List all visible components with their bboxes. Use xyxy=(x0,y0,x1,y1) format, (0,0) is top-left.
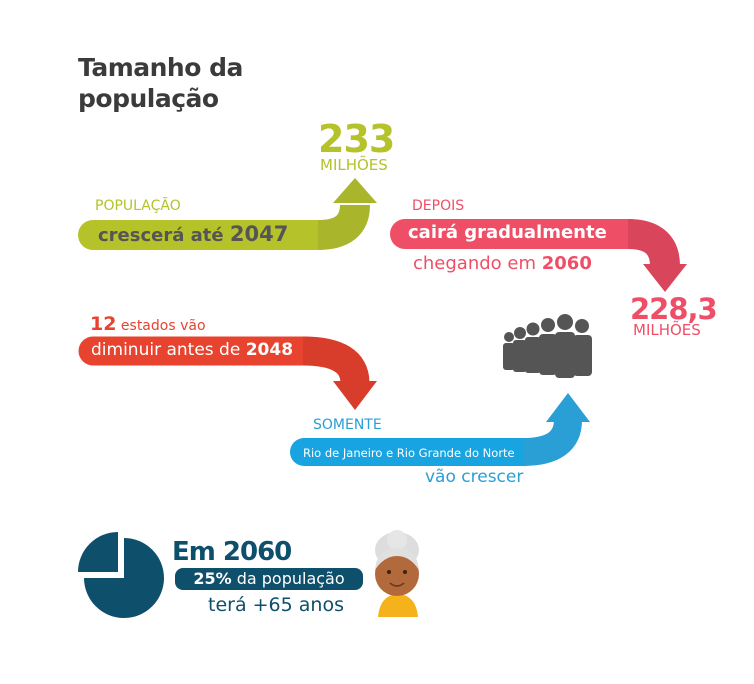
aging-percent-text: da população xyxy=(236,569,345,588)
states-decrease-arrow xyxy=(78,336,377,410)
growth-text: crescerá até 2047 xyxy=(98,224,288,245)
decline-subtext: chegando em 2060 xyxy=(413,255,592,273)
title-line-1: Tamanho da xyxy=(78,53,243,82)
states-grow-subtext: vão crescer xyxy=(425,467,524,487)
decline-year: 2060 xyxy=(541,253,592,274)
states-grow-arrow xyxy=(290,393,590,466)
decline-text: cairá gradualmente xyxy=(408,222,607,243)
page-title: Tamanho da população xyxy=(78,52,243,114)
states-decrease-text: diminuir antes de 2048 xyxy=(91,342,293,359)
final-value: 228,3 xyxy=(630,292,718,326)
growth-label: POPULAÇÃO xyxy=(95,198,181,214)
people-group-icon xyxy=(503,314,592,378)
states-grow-label: SOMENTE xyxy=(313,417,382,433)
peak-value: 233 xyxy=(318,117,395,161)
decline-label: DEPOIS xyxy=(412,198,465,214)
states-decrease-label: 12 estados vão xyxy=(90,313,206,335)
states-count: 12 xyxy=(90,313,117,335)
states-decrease-text-main: diminuir antes de xyxy=(91,340,241,360)
decline-subtext-main: chegando em xyxy=(413,253,537,274)
growth-text-main: crescerá até xyxy=(98,225,224,246)
elderly-woman-icon xyxy=(375,530,419,617)
aging-heading: Em 2060 xyxy=(172,537,292,567)
aging-percent: 25% xyxy=(193,569,232,588)
peak-unit: MILHÕES xyxy=(320,156,388,174)
growth-year: 2047 xyxy=(229,222,289,246)
states-decrease-year: 2048 xyxy=(245,340,294,360)
decline-arrow xyxy=(390,219,687,292)
title-line-2: população xyxy=(78,84,219,113)
aging-percent-pill: 25% da população xyxy=(175,568,363,590)
aging-subtext: terá +65 anos xyxy=(208,594,344,616)
states-count-text: estados vão xyxy=(120,318,206,334)
final-unit: MILHÕES xyxy=(633,321,701,339)
growth-arrow xyxy=(78,178,377,250)
states-grow-text: Rio de Janeiro e Rio Grande do Norte xyxy=(303,446,515,460)
pie-chart-icon xyxy=(78,532,164,618)
